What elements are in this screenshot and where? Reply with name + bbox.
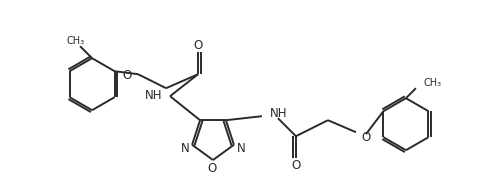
Text: NH: NH [144, 89, 162, 102]
Text: CH₃: CH₃ [424, 78, 442, 88]
Text: N: N [237, 142, 246, 155]
Text: CH₃: CH₃ [66, 36, 84, 46]
Text: O: O [193, 39, 203, 52]
Text: O: O [207, 161, 217, 174]
Text: O: O [291, 159, 301, 172]
Text: O: O [361, 131, 370, 144]
Text: NH: NH [270, 107, 287, 120]
Text: N: N [181, 142, 189, 155]
Text: O: O [123, 69, 132, 82]
